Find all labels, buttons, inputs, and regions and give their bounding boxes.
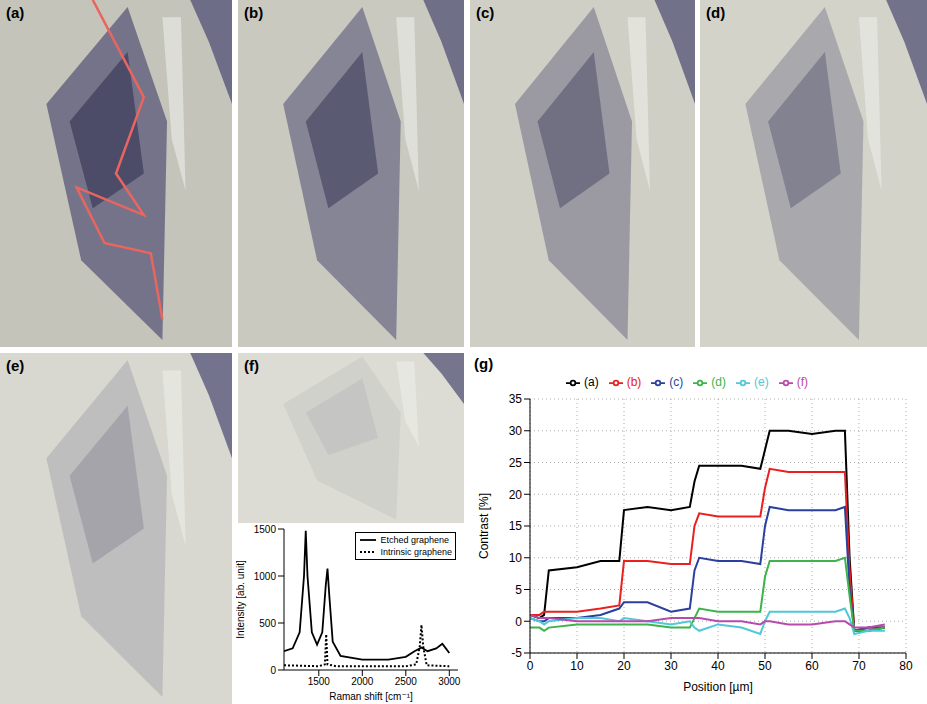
svg-text:Raman shift [cm⁻¹]: Raman shift [cm⁻¹] bbox=[329, 691, 413, 702]
svg-text:20: 20 bbox=[617, 659, 631, 673]
svg-text:35: 35 bbox=[509, 392, 523, 406]
svg-text:1500: 1500 bbox=[254, 524, 277, 535]
svg-text:20: 20 bbox=[509, 488, 523, 502]
svg-text:Intensity [ab. unit]: Intensity [ab. unit] bbox=[236, 560, 246, 639]
svg-text:0: 0 bbox=[527, 659, 534, 673]
svg-text:1500: 1500 bbox=[308, 676, 331, 687]
svg-text:40: 40 bbox=[711, 659, 725, 673]
svg-text:15: 15 bbox=[509, 519, 523, 533]
html-text:(d): (d) bbox=[706, 4, 726, 21]
svg-text:30: 30 bbox=[509, 424, 523, 438]
svg-text:30: 30 bbox=[664, 659, 678, 673]
svg-text:50: 50 bbox=[758, 659, 772, 673]
svg-text:70: 70 bbox=[852, 659, 866, 673]
svg-text:80: 80 bbox=[899, 659, 913, 673]
svg-text:Contrast [%]: Contrast [%] bbox=[477, 493, 491, 559]
svg-text:-5: -5 bbox=[511, 646, 522, 660]
html-text:(g): (g) bbox=[474, 355, 494, 372]
html-text:(a): (a) bbox=[584, 375, 599, 389]
html-text:Intrinsic graphene: Intrinsic graphene bbox=[380, 547, 452, 557]
html-text:(f): (f) bbox=[244, 357, 259, 374]
html-text:(c): (c) bbox=[476, 4, 495, 21]
html-text:(e): (e) bbox=[6, 357, 25, 374]
html-text:(c): (c) bbox=[669, 375, 684, 389]
svg-text:500: 500 bbox=[259, 618, 276, 629]
svg-text:25: 25 bbox=[509, 456, 523, 470]
svg-text:60: 60 bbox=[805, 659, 819, 673]
html-text:(b): (b) bbox=[626, 375, 642, 389]
svg-text:0: 0 bbox=[515, 615, 522, 629]
html-text:(b): (b) bbox=[244, 4, 264, 21]
svg-text:10: 10 bbox=[509, 551, 523, 565]
html-text:(e): (e) bbox=[754, 375, 769, 389]
svg-text:10: 10 bbox=[570, 659, 584, 673]
html-text:(a): (a) bbox=[6, 4, 25, 21]
svg-text:5: 5 bbox=[515, 583, 522, 597]
svg-text:Position [µm]: Position [µm] bbox=[683, 680, 753, 694]
html-text:Etched graphene: Etched graphene bbox=[380, 535, 449, 545]
svg-text:1000: 1000 bbox=[254, 571, 277, 582]
html-text:(d): (d) bbox=[711, 375, 726, 389]
svg-text:3000: 3000 bbox=[438, 676, 461, 687]
svg-text:0: 0 bbox=[270, 665, 276, 676]
svg-text:2500: 2500 bbox=[395, 676, 418, 687]
svg-text:2000: 2000 bbox=[351, 676, 374, 687]
html-text:(f): (f) bbox=[796, 375, 808, 389]
